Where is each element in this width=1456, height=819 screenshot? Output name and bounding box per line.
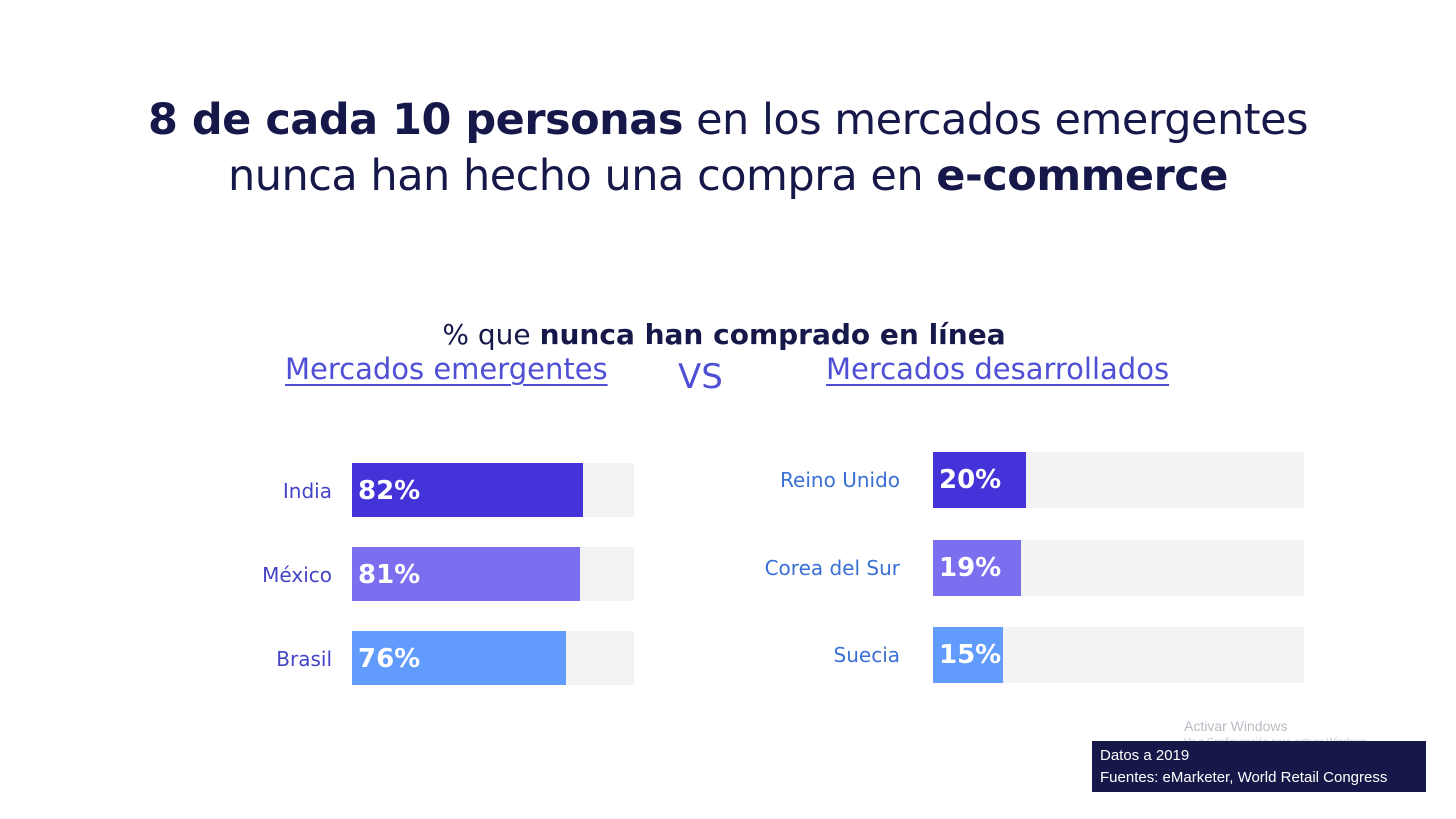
developed-category-label: Suecia xyxy=(833,643,900,667)
emerging-category-label: Brasil xyxy=(276,647,332,671)
windows-watermark-title: Activar Windows xyxy=(1184,718,1288,734)
developed-category-label: Reino Unido xyxy=(780,468,900,492)
footnote-date: Datos a 2019 xyxy=(1100,747,1190,764)
emerging-bar-value-label: 81% xyxy=(358,560,421,590)
source-footnote: Datos a 2019 Fuentes: eMarketer, World R… xyxy=(1092,741,1426,792)
developed-bar xyxy=(933,452,1026,508)
emerging-bar-value-label: 76% xyxy=(358,644,421,674)
headline-bold-2: e-commerce xyxy=(936,151,1228,201)
emerging-category-label: India xyxy=(282,479,332,503)
subtitle-prefix: % que xyxy=(442,318,540,351)
headline-text-2: nunca han hecho una compra en xyxy=(228,151,937,201)
developed-markets-title: Mercados desarrollados xyxy=(826,352,1170,386)
headline-text-1: en los mercados emergentes xyxy=(682,95,1308,145)
emerging-bar xyxy=(352,631,566,685)
emerging-bar xyxy=(352,547,580,601)
developed-bar xyxy=(933,540,1021,596)
developed-category-label: Corea del Sur xyxy=(764,556,900,580)
emerging-category-label: México xyxy=(262,563,332,587)
headline-bold-1: 8 de cada 10 personas xyxy=(148,95,683,145)
emerging-bar-value-label: 82% xyxy=(358,476,421,506)
emerging-markets-title: Mercados emergentes xyxy=(285,352,608,386)
headline: 8 de cada 10 personas en los mercados em… xyxy=(0,92,1456,204)
footnote-sources: Fuentes: eMarketer, World Retail Congres… xyxy=(1100,769,1388,786)
headline-line-1: 8 de cada 10 personas en los mercados em… xyxy=(0,92,1456,148)
chart-subtitle: % que nunca han comprado en línea xyxy=(0,318,1448,351)
developed-bar-value-label: 15% xyxy=(939,640,1002,670)
developed-bar-value-label: 19% xyxy=(939,553,1002,583)
emerging-bar xyxy=(352,463,583,517)
developed-bar xyxy=(933,627,1003,683)
headline-line-2: nunca han hecho una compra en e-commerce xyxy=(0,148,1456,204)
vs-label: VS xyxy=(678,357,723,397)
subtitle-bold: nunca han comprado en línea xyxy=(539,318,1006,351)
developed-bar-value-label: 20% xyxy=(939,465,1002,495)
